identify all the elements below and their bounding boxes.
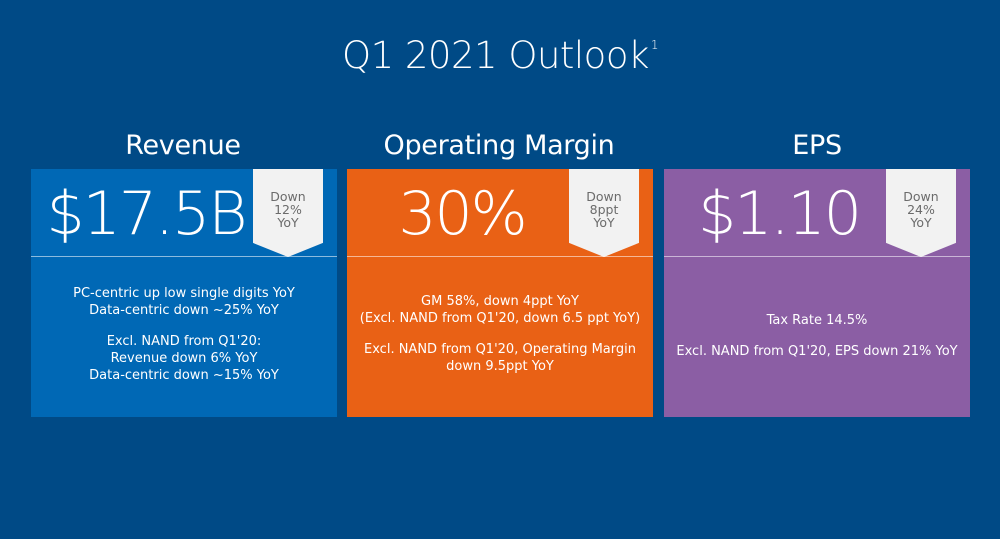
revenue-heading: Revenue [125, 130, 241, 161]
operating-margin-value: 30% [398, 179, 527, 249]
revenue-badge-line2: 12% [274, 202, 302, 217]
page-title-text: Q1 2021 Outlook [341, 34, 649, 77]
eps-heading: EPS [792, 130, 842, 161]
operating-margin-detail-4: down 9.5ppt YoY [446, 359, 554, 374]
revenue-value: $17.5B [46, 179, 247, 249]
operating-margin-detail-3: Excl. NAND from Q1'20, Operating Margin [364, 342, 636, 357]
revenue-detail-4: Revenue down 6% YoY [110, 351, 258, 366]
revenue-card: $17.5B Down 12% YoY PC-centric up low si… [31, 169, 337, 417]
revenue-badge-line1: Down [270, 189, 306, 204]
operating-margin-badge: Down 8ppt YoY [569, 169, 639, 257]
operating-margin-badge-line3: YoY [593, 215, 615, 230]
operating-margin-badge-line1: Down [586, 189, 622, 204]
eps-card: $1.10 Down 24% YoY Tax Rate 14.5% Excl. … [664, 169, 970, 417]
title-footnote: 1 [650, 38, 659, 52]
page-title: Q1 2021 Outlook 1 [0, 34, 1000, 77]
eps-details: Tax Rate 14.5% Excl. NAND from Q1'20, EP… [664, 312, 970, 360]
revenue-details: PC-centric up low single digits YoY Data… [31, 285, 337, 384]
operating-margin-card-top: 30% Down 8ppt YoY [347, 169, 653, 257]
operating-margin-heading: Operating Margin [383, 130, 615, 161]
operating-margin-detail-1: GM 58%, down 4ppt YoY [421, 294, 579, 309]
revenue-detail-2: Data-centric down ~25% YoY [89, 303, 279, 318]
eps-detail-1: Tax Rate 14.5% [766, 313, 868, 328]
eps-card-top: $1.10 Down 24% YoY [664, 169, 970, 257]
revenue-detail-3: Excl. NAND from Q1'20: [106, 334, 262, 349]
eps-card-bottom: Tax Rate 14.5% Excl. NAND from Q1'20, EP… [664, 256, 970, 418]
revenue-card-top: $17.5B Down 12% YoY [31, 169, 337, 257]
eps-badge-line1: Down [903, 189, 939, 204]
eps-badge-line3: YoY [910, 215, 932, 230]
revenue-card-bottom: PC-centric up low single digits YoY Data… [31, 256, 337, 418]
revenue-badge: Down 12% YoY [253, 169, 323, 257]
eps-badge: Down 24% YoY [886, 169, 956, 257]
operating-margin-card-bottom: GM 58%, down 4ppt YoY (Excl. NAND from Q… [347, 256, 653, 418]
operating-margin-card: 30% Down 8ppt YoY GM 58%, down 4ppt YoY … [347, 169, 653, 417]
operating-margin-details: GM 58%, down 4ppt YoY (Excl. NAND from Q… [347, 293, 653, 375]
operating-margin-detail-2: (Excl. NAND from Q1'20, down 6.5 ppt YoY… [359, 311, 641, 326]
revenue-detail-5: Data-centric down ~15% YoY [89, 368, 279, 383]
eps-value: $1.10 [698, 179, 862, 249]
revenue-detail-1: PC-centric up low single digits YoY [73, 286, 295, 301]
operating-margin-badge-line2: 8ppt [589, 202, 619, 217]
eps-detail-2: Excl. NAND from Q1'20, EPS down 21% YoY [676, 344, 958, 359]
eps-badge-line2: 24% [907, 202, 935, 217]
revenue-badge-line3: YoY [277, 215, 299, 230]
